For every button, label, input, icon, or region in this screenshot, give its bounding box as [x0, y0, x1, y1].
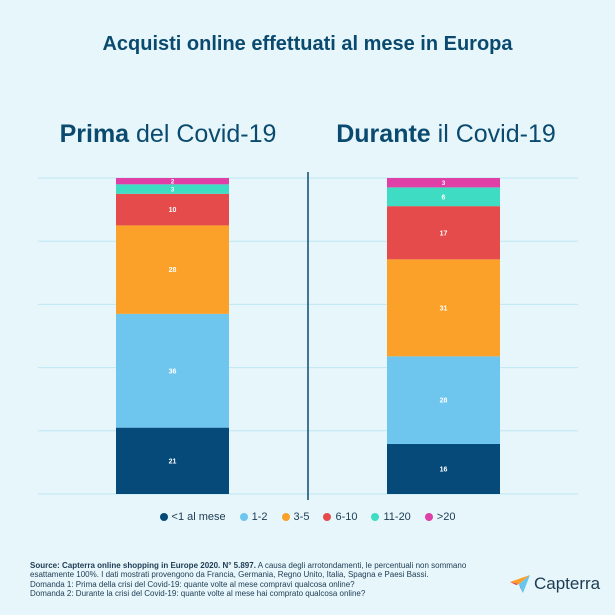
legend-swatch — [159, 513, 168, 521]
data-label: 16 — [440, 466, 448, 473]
legend-item: 1-2 — [239, 511, 268, 523]
data-label: 3 — [442, 181, 446, 187]
legend-swatch — [281, 513, 290, 521]
bar-segment — [387, 259, 500, 357]
legend-swatch — [239, 513, 248, 521]
legend-item: 3-5 — [281, 511, 310, 523]
data-label: 2 — [171, 180, 175, 186]
data-label: 21 — [169, 458, 177, 465]
data-label: 31 — [440, 305, 448, 312]
data-label: 28 — [440, 398, 448, 405]
legend-swatch — [424, 513, 433, 521]
panel-title-during-bold: Durante — [336, 120, 431, 148]
panel-title-during-rest: il Covid-19 — [430, 120, 556, 148]
legend-label: 1-2 — [251, 511, 268, 523]
capterra-logo-text: Capterra — [534, 574, 601, 593]
data-label: 17 — [440, 230, 448, 237]
panel-title-before: Prima del Covid-19 — [18, 120, 318, 149]
chart-legend: <1 al mese 1-2 3-5 6-10 11-20 >20 — [0, 511, 615, 523]
legend-label: <1 al mese — [171, 511, 226, 523]
legend-label: 6-10 — [335, 511, 358, 523]
legend-swatch — [323, 513, 332, 521]
footer-source: Source: Capterra online shopping in Euro… — [30, 561, 500, 580]
footer-question-2: Domanda 2: Durante la crisi del Covid-19… — [30, 589, 366, 599]
bar-segment — [116, 178, 229, 185]
footer-source-bold: Source: Capterra online shopping in Euro… — [30, 561, 256, 570]
data-label: 28 — [169, 267, 177, 274]
bar-segment — [116, 193, 229, 226]
bar-segment — [387, 356, 500, 444]
legend-item: >20 — [424, 511, 456, 523]
panel-title-before-bold: Prima — [59, 120, 130, 148]
footer-question-1: Domanda 1: Prima della crisi del Covid-1… — [30, 579, 355, 589]
legend-swatch — [371, 513, 380, 521]
bar-segment — [387, 178, 500, 188]
legend-label: 11-20 — [383, 511, 411, 523]
legend-label: >20 — [436, 511, 456, 523]
bar-segment — [387, 206, 500, 260]
bar-segment — [387, 187, 500, 207]
bar-segment — [116, 427, 229, 494]
bar-segment — [116, 225, 229, 314]
capterra-arrow-icon — [510, 575, 530, 593]
data-label: 3 — [171, 188, 175, 194]
legend-item: 6-10 — [323, 511, 357, 523]
legend-label: 3-5 — [293, 511, 310, 523]
data-label: 10 — [169, 207, 177, 214]
bar-segment — [116, 313, 229, 428]
footer-note: Source: Capterra online shopping in Euro… — [30, 561, 500, 599]
footer-source-rest: A causa degli arrotondamenti, le percent… — [30, 561, 467, 580]
data-label: 36 — [169, 368, 177, 375]
capterra-logo: Capterra — [510, 574, 600, 594]
legend-item: 11-20 — [371, 511, 411, 523]
bar-segment — [387, 443, 500, 494]
data-label: 6 — [442, 194, 446, 201]
legend-item: <1 al mese — [159, 511, 226, 523]
chart-title: Acquisti online effettuati al mese in Eu… — [102, 33, 513, 55]
bar-segment — [116, 184, 229, 194]
panel-title-before-rest: del Covid-19 — [129, 120, 277, 148]
panel-title-during: Durante il Covid-19 — [296, 120, 596, 149]
